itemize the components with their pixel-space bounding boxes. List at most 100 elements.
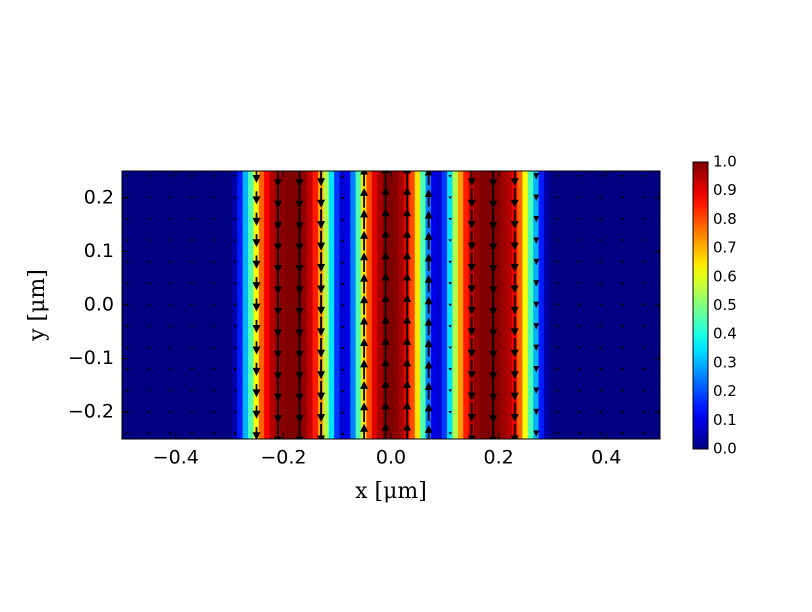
quiver-arrow xyxy=(642,346,646,350)
quiver-arrow xyxy=(252,384,261,398)
heat-cell xyxy=(172,171,179,439)
quiver-arrow xyxy=(448,217,453,221)
quiver-arrow xyxy=(489,229,498,252)
quiver-arrow xyxy=(381,315,390,338)
heat-cell xyxy=(527,171,534,439)
quiver-arrow xyxy=(424,189,433,207)
quiver-arrow xyxy=(211,389,216,393)
quiver-arrow xyxy=(168,260,173,264)
heat-cell xyxy=(430,171,438,439)
quiver-arrow xyxy=(533,366,540,373)
quiver-arrow xyxy=(295,336,304,359)
quiver-arrow xyxy=(190,217,194,221)
quiver-arrow xyxy=(211,175,216,178)
quiver-arrow xyxy=(403,315,412,338)
quiver-arrow xyxy=(190,410,194,414)
quiver-arrow xyxy=(533,194,540,202)
quiver-arrow xyxy=(147,282,151,285)
quiver-arrow xyxy=(448,175,453,178)
heat-cell xyxy=(549,171,556,439)
quiver-arrow xyxy=(190,325,194,328)
quiver-arrow xyxy=(295,272,304,295)
quiver-arrow xyxy=(233,260,237,264)
quiver-arrow xyxy=(360,230,369,251)
quiver-arrow xyxy=(448,346,453,350)
quiver xyxy=(125,171,646,439)
quiver-arrow xyxy=(360,380,369,401)
heat-cell xyxy=(387,171,395,439)
quiver-arrow xyxy=(340,303,345,307)
quiver-arrow xyxy=(340,389,345,393)
colorbar xyxy=(692,161,709,450)
quiver-arrow xyxy=(620,346,625,350)
heat-cell xyxy=(366,171,373,439)
heat-cell xyxy=(291,171,298,439)
heat-cell xyxy=(409,171,416,439)
quiver-arrow xyxy=(295,422,304,439)
quiver-arrow xyxy=(340,346,345,350)
quiver-arrow xyxy=(190,282,194,285)
quiver-arrow xyxy=(295,358,304,381)
quiver-arrow xyxy=(125,260,130,264)
quiver-arrow xyxy=(448,303,453,307)
quiver-arrow xyxy=(147,410,151,414)
quiver-arrow xyxy=(317,423,326,439)
heat-cell xyxy=(248,171,255,439)
heat-cell xyxy=(522,171,529,439)
quiver-arrow xyxy=(274,336,283,359)
quiver-arrow xyxy=(381,294,390,316)
quiver-arrow xyxy=(233,432,237,435)
quiver-arrow xyxy=(467,295,476,315)
quiver-arrow xyxy=(620,432,625,435)
quiver-arrow xyxy=(403,171,412,188)
quiver-arrow xyxy=(211,325,216,328)
quiver-arrow xyxy=(190,303,194,307)
quiver-arrow xyxy=(620,239,625,242)
quiver-arrow xyxy=(403,401,412,424)
heat-cell xyxy=(581,171,588,439)
quiver-arrow xyxy=(211,282,216,285)
quiver-arrow xyxy=(252,319,261,334)
quiver-arrow xyxy=(510,252,519,273)
quiver-arrow xyxy=(147,432,151,435)
quiver-arrow xyxy=(340,175,345,178)
quiver-arrow xyxy=(555,325,560,328)
heat-cell xyxy=(484,171,491,439)
quiver-arrow xyxy=(642,410,646,414)
colorbar-tick-label: 0.1 xyxy=(713,411,737,429)
quiver-arrow xyxy=(467,209,476,230)
quiver-arrow xyxy=(403,208,412,231)
quiver-arrow xyxy=(295,251,304,274)
quiver-arrow xyxy=(147,260,151,264)
quiver-arrow xyxy=(620,325,625,328)
quiver-arrow xyxy=(598,410,603,414)
quiver-arrow xyxy=(317,380,326,401)
quiver-arrow xyxy=(642,196,646,200)
quiver-arrow xyxy=(620,368,625,371)
heat-cell xyxy=(307,171,314,439)
quiver-arrow xyxy=(317,295,326,315)
quiver-arrow xyxy=(403,358,412,381)
quiver-arrow xyxy=(233,282,237,285)
quiver-arrow xyxy=(274,208,283,231)
quiver-arrow xyxy=(467,402,476,423)
quiver-arrow xyxy=(211,196,216,200)
quiver-arrow xyxy=(233,389,237,393)
quiver-arrow xyxy=(340,260,345,264)
quiver-arrow xyxy=(360,359,369,380)
quiver-arrow xyxy=(340,432,345,435)
quiver-arrow xyxy=(598,389,603,393)
quiver-arrow xyxy=(642,325,646,328)
quiver-arrow xyxy=(252,234,261,248)
quiver-arrow xyxy=(233,303,237,307)
y-tick-label: −0.2 xyxy=(68,401,114,423)
heat-cell xyxy=(355,171,362,439)
quiver-arrow xyxy=(555,368,560,371)
quiver-arrow xyxy=(317,230,326,251)
quiver-arrow xyxy=(555,175,560,178)
quiver-arrow xyxy=(403,272,412,295)
quiver-arrow xyxy=(555,217,560,221)
quiver-arrow xyxy=(211,303,216,307)
heat-cell xyxy=(280,171,287,439)
quiver-arrow xyxy=(340,410,345,414)
